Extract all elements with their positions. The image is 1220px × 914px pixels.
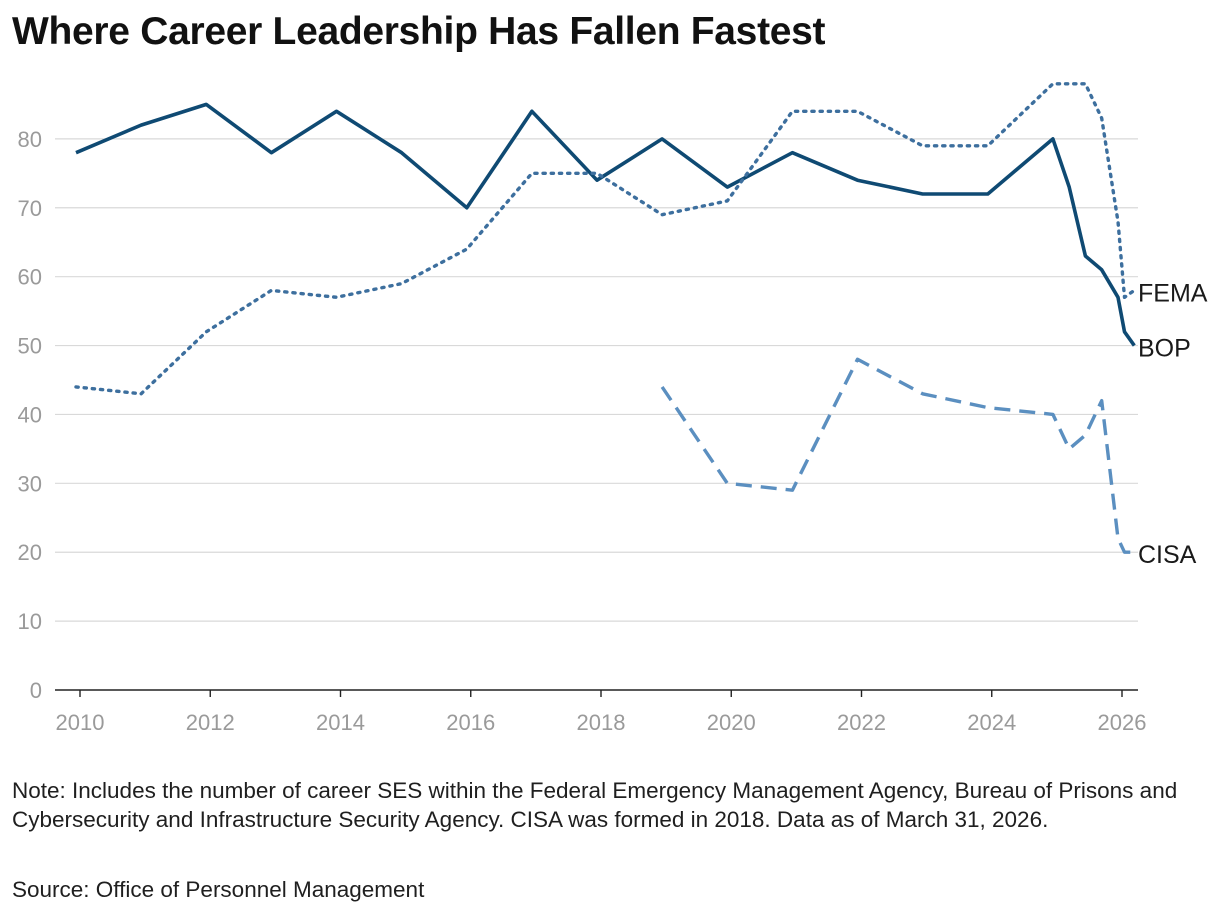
x-tick-label: 2020 bbox=[707, 710, 756, 735]
y-tick-label: 60 bbox=[18, 265, 42, 290]
y-tick-label: 40 bbox=[18, 402, 42, 427]
y-tick-label: 70 bbox=[18, 196, 42, 221]
x-tick-label: 2014 bbox=[316, 710, 365, 735]
series-label-bop: BOP bbox=[1138, 335, 1191, 363]
x-tick-label: 2024 bbox=[967, 710, 1016, 735]
x-tick-label: 2012 bbox=[186, 710, 235, 735]
y-tick-label: 80 bbox=[18, 127, 42, 152]
y-tick-label: 50 bbox=[18, 334, 42, 359]
x-tick-label: 2016 bbox=[446, 710, 495, 735]
series-label-fema: FEMA bbox=[1138, 279, 1208, 307]
gridlines bbox=[55, 138, 1138, 622]
y-tick-label: 30 bbox=[18, 471, 42, 496]
y-tick-label: 10 bbox=[18, 609, 42, 634]
series-label-cisa: CISA bbox=[1138, 541, 1197, 569]
y-tick-label: 0 bbox=[30, 678, 42, 703]
y-tick-label: 20 bbox=[18, 540, 42, 565]
x-tick-label: 2010 bbox=[56, 710, 105, 735]
series-line-bop bbox=[75, 102, 1136, 347]
series-labels: BOP FEMA CISA bbox=[1138, 279, 1208, 569]
y-axis-ticks: 0 10 20 30 40 50 60 70 80 bbox=[18, 127, 42, 703]
x-tick-label: 2022 bbox=[837, 710, 886, 735]
chart-source: Source: Office of Personnel Management bbox=[12, 877, 425, 902]
series-lines bbox=[74, 82, 1137, 554]
x-axis-ticks: 2010 2012 2014 2016 2018 2020 2022 2024 2026 bbox=[56, 690, 1147, 735]
x-tick-label: 2026 bbox=[1098, 710, 1147, 735]
series-line-fema bbox=[74, 82, 1137, 396]
chart-note: Note: Includes the number of career SES … bbox=[12, 778, 1178, 832]
chart-title: Where Career Leadership Has Fallen Faste… bbox=[12, 10, 826, 53]
x-tick-label: 2018 bbox=[577, 710, 626, 735]
series-line-cisa bbox=[660, 357, 1135, 554]
